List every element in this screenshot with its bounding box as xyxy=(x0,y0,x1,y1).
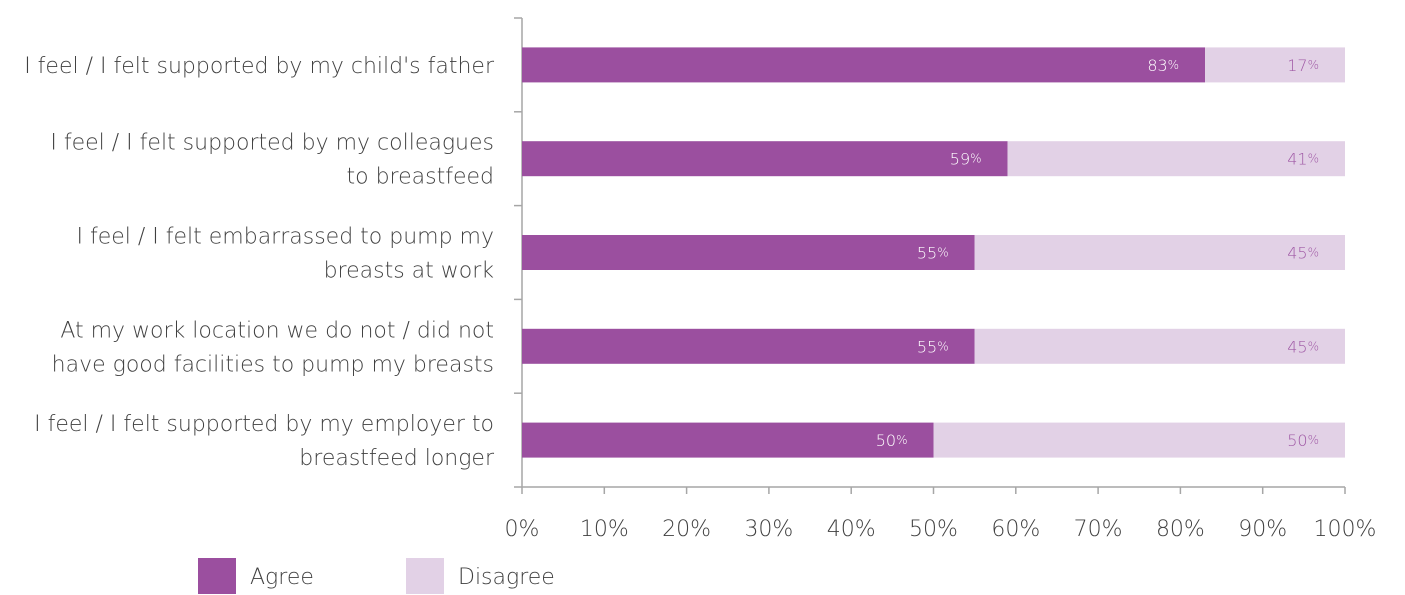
data-label-value: 50 xyxy=(1287,431,1307,450)
legend-swatch-agree xyxy=(198,558,236,594)
bars: 83% 17%59% 41%55% 45%55% 45%50% 50% xyxy=(522,47,1345,458)
category-label-line: breasts at work xyxy=(324,259,495,284)
bar-segment-disagree xyxy=(974,328,1345,364)
x-tick-label: 100% xyxy=(1314,517,1377,542)
category-label: I feel / I felt embarrassed to pump my br… xyxy=(76,225,494,284)
data-label-percent: % xyxy=(1308,58,1319,72)
data-label-percent: % xyxy=(1308,433,1319,447)
bar-segment-agree xyxy=(522,328,975,364)
data-label-value: 45 xyxy=(1287,337,1307,356)
data-label-percent: % xyxy=(1308,339,1319,353)
category-label: At my work location we do not / did not h… xyxy=(52,318,494,377)
data-label: 55% xyxy=(917,244,949,263)
data-label-percent: % xyxy=(937,246,948,260)
legend-label-agree: Agree xyxy=(250,565,314,590)
category-label-line: I feel / I felt supported by my employer… xyxy=(34,412,494,437)
data-label-percent: % xyxy=(1168,58,1179,72)
bar-segment-agree xyxy=(522,141,1008,177)
data-label-percent: % xyxy=(896,433,907,447)
data-label: 59% xyxy=(950,150,982,169)
data-label: 45% xyxy=(1287,337,1319,356)
data-label-percent: % xyxy=(937,339,948,353)
bar-segment-agree xyxy=(522,235,975,270)
category-label: I feel / I felt supported by my child's … xyxy=(24,54,495,79)
bar-segment-disagree xyxy=(1205,47,1345,83)
category-label: I feel / I felt supported by my employer… xyxy=(34,412,495,471)
legend-swatch-disagree xyxy=(406,558,444,594)
x-tick-label: 30% xyxy=(744,517,793,542)
y-axis: I feel / I felt supported by my child's … xyxy=(24,17,523,488)
category-label: I feel / I felt supported by my colleagu… xyxy=(50,131,494,190)
data-label-value: 55 xyxy=(917,337,937,356)
data-label-value: 55 xyxy=(917,244,937,263)
data-label-value: 59 xyxy=(950,150,970,169)
category-label-line: I feel / I felt embarrassed to pump my xyxy=(76,225,494,250)
category-label-line: to breastfeed xyxy=(347,165,495,190)
data-label-value: 17 xyxy=(1287,56,1307,75)
x-tick-label: 50% xyxy=(909,517,958,542)
bar-segment-disagree xyxy=(1007,141,1345,177)
data-label: 41% xyxy=(1287,150,1319,169)
data-label: 50% xyxy=(1287,431,1319,450)
bar-segment-disagree xyxy=(974,235,1345,270)
x-tick-label: 20% xyxy=(662,517,711,542)
category-label-line: I feel / I felt supported by my colleagu… xyxy=(50,131,494,156)
x-tick-label: 70% xyxy=(1074,517,1123,542)
x-tick-label: 80% xyxy=(1156,517,1205,542)
data-label-value: 83 xyxy=(1147,56,1167,75)
x-tick-label: 60% xyxy=(991,517,1040,542)
bar-segment-agree xyxy=(522,47,1206,83)
bar-segment-disagree xyxy=(933,422,1345,458)
category-label-line: have good facilities to pump my breasts xyxy=(52,352,494,377)
legend: Agree Disagree xyxy=(198,558,555,594)
data-label-percent: % xyxy=(1308,152,1319,166)
data-label: 83% xyxy=(1147,56,1179,75)
legend-label-disagree: Disagree xyxy=(458,565,555,590)
x-tick-label: 90% xyxy=(1238,517,1287,542)
x-tick-label: 10% xyxy=(580,517,629,542)
data-label: 50% xyxy=(876,431,908,450)
data-label-value: 41 xyxy=(1287,150,1307,169)
data-label: 17% xyxy=(1287,56,1319,75)
x-tick-label: 0% xyxy=(505,517,540,542)
category-label-line: I feel / I felt supported by my child's … xyxy=(24,54,495,79)
category-label-line: breastfeed longer xyxy=(299,446,495,471)
data-label: 55% xyxy=(917,337,949,356)
x-axis: 0% 10% 20% 30% 40% 50% 60% 70% 80% 90% 100% xyxy=(505,486,1377,542)
data-label-percent: % xyxy=(970,152,981,166)
data-label-value: 50 xyxy=(876,431,896,450)
category-label-line: At my work location we do not / did not xyxy=(60,318,494,343)
data-label-value: 45 xyxy=(1287,244,1307,263)
x-tick-label: 40% xyxy=(827,517,876,542)
data-label-percent: % xyxy=(1308,246,1319,260)
bar-segment-agree xyxy=(522,422,934,458)
data-label: 45% xyxy=(1287,244,1319,263)
